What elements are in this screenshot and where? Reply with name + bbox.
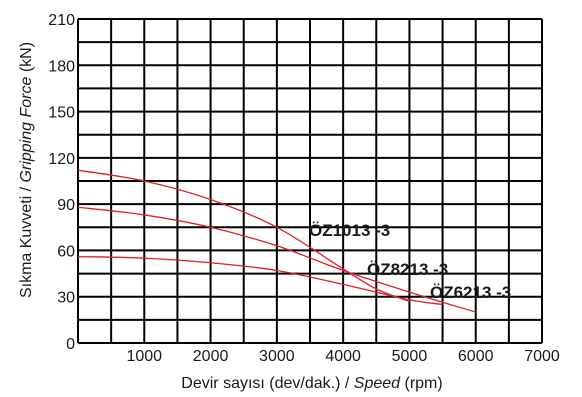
y-tick-label: 30 (57, 290, 75, 307)
series-label: ÖZ8213 -3 (367, 260, 448, 279)
grid (77, 18, 543, 344)
series-line (77, 206, 476, 313)
y-tick-label: 60 (57, 243, 75, 260)
series-line (77, 255, 443, 306)
y-tick-label: 210 (48, 12, 75, 29)
x-tick-label: 6000 (458, 348, 494, 365)
series-label: ÖZ1013 -3 (309, 221, 390, 240)
y-tick-label: 180 (48, 58, 75, 75)
y-tick-label: 0 (66, 336, 75, 353)
series-line (77, 169, 410, 302)
y-tick-label: 120 (48, 151, 75, 168)
tick-labels: 0 30 60 90 120 150 180 210 1000 2000 3000 4000 5000 6… (48, 12, 560, 365)
y-axis-label: Sıkma Kuvveti / Gripping Force (kN) (18, 42, 35, 298)
curves (77, 169, 476, 313)
x-tick-label: 5000 (392, 348, 428, 365)
x-tick-label: 2000 (193, 348, 229, 365)
x-tick-label: 3000 (259, 348, 295, 365)
x-tick-label: 4000 (325, 348, 361, 365)
x-tick-label: 7000 (524, 348, 560, 365)
x-tick-label: 1000 (126, 348, 162, 365)
x-axis-label: Devir sayısı (dev/dak.) / Speed (rpm) (181, 375, 442, 392)
y-tick-label: 90 (57, 197, 75, 214)
series-label: ÖZ6213 -3 (430, 283, 511, 302)
y-tick-label: 150 (48, 105, 75, 122)
series-labels: ÖZ1013 -3 ÖZ8213 -3 ÖZ6213 -3 (309, 221, 511, 302)
